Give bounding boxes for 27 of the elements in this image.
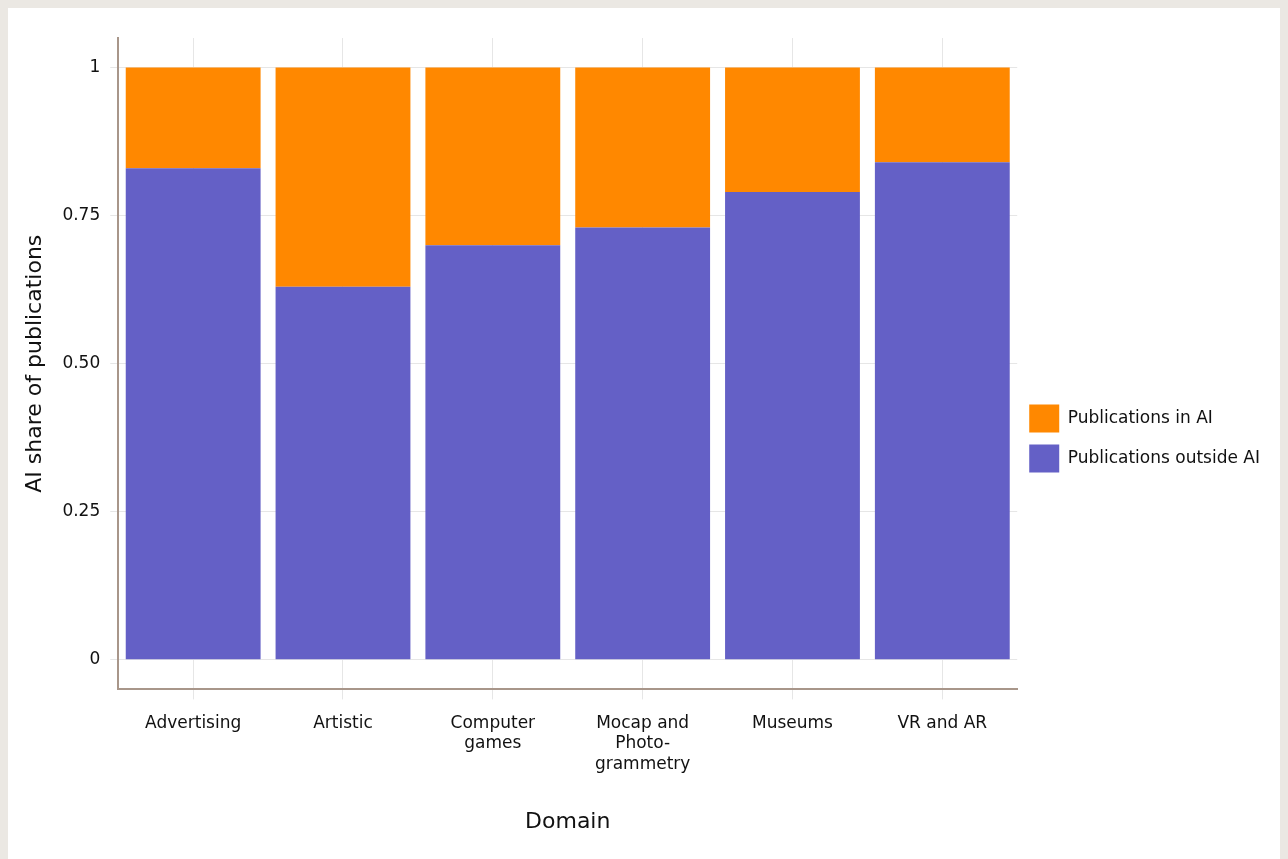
bar <box>425 67 561 246</box>
bar <box>125 168 261 660</box>
bar <box>725 191 860 660</box>
bar <box>125 67 261 169</box>
bar <box>425 245 561 660</box>
x-tick-label: VR and AR <box>897 712 988 733</box>
x-tick-label: Museums <box>752 712 834 733</box>
x-tick-label: Computer games <box>450 712 536 753</box>
y-tick-label: 0.50 <box>62 352 101 373</box>
x-axis-title: Domain <box>525 807 611 833</box>
y-axis-title: AI share of publications <box>20 234 46 493</box>
legend-label: Publications outside AI <box>1067 446 1261 467</box>
x-tick-label: Artistic <box>313 712 373 733</box>
y-tick-label: 0 <box>89 648 101 669</box>
bar <box>874 67 1010 163</box>
bar <box>275 286 411 660</box>
y-tick-label: 0.75 <box>62 204 101 225</box>
x-tick-label: Advertising <box>145 712 242 733</box>
y-tick-label: 1 <box>89 56 101 77</box>
bar <box>874 162 1010 660</box>
legend-label: Publications in AI <box>1067 406 1213 427</box>
bar <box>275 67 411 287</box>
y-tick-label: 0.25 <box>62 500 101 521</box>
bar <box>575 227 711 660</box>
bar <box>575 67 711 228</box>
bar <box>725 67 860 192</box>
x-tick-label: Mocap and Photo-grammetry <box>594 712 691 773</box>
